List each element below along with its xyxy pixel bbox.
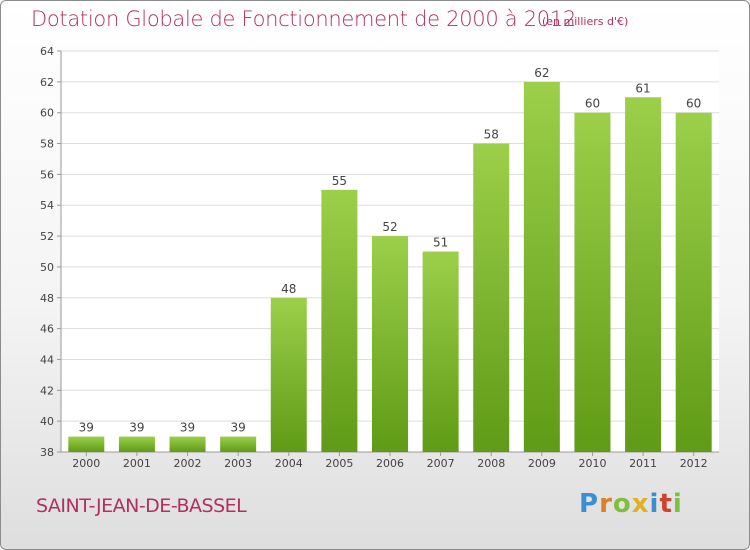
value-label: 39 [180, 421, 195, 435]
x-tick-label: 2004 [275, 457, 303, 470]
value-label: 39 [231, 421, 246, 435]
bar [675, 112, 712, 452]
y-tick-label: 46 [40, 323, 54, 336]
bar [321, 189, 358, 453]
y-tick-label: 38 [40, 446, 54, 459]
y-tick-label: 64 [40, 45, 54, 58]
value-label: 39 [129, 421, 144, 435]
value-label: 55 [332, 174, 347, 188]
y-tick-label: 56 [40, 168, 54, 181]
x-tick-label: 2009 [528, 457, 556, 470]
x-tick-label: 2012 [680, 457, 708, 470]
value-label: 39 [79, 421, 94, 435]
value-label: 60 [585, 97, 600, 111]
value-label: 58 [484, 128, 499, 142]
bar [118, 436, 155, 452]
y-tick-label: 40 [40, 415, 54, 428]
bar [372, 236, 408, 452]
x-tick-label: 2006 [376, 457, 404, 470]
y-tick-label: 54 [40, 199, 54, 212]
bar [574, 112, 611, 452]
bar [220, 436, 257, 452]
y-tick-label: 58 [40, 138, 54, 151]
value-label: 61 [635, 81, 650, 95]
bar [473, 143, 510, 453]
proxiti-logo[interactable]: Proxiti [579, 489, 683, 519]
y-tick-label: 52 [40, 230, 54, 243]
y-tick-label: 44 [40, 353, 54, 366]
y-tick-label: 50 [40, 261, 54, 274]
x-tick-label: 2011 [629, 457, 657, 470]
chart-title: Dotation Globale de Fonctionnement de 20… [31, 7, 576, 31]
x-tick-label: 2003 [224, 457, 252, 470]
bar [523, 81, 560, 452]
value-label: 51 [433, 236, 448, 250]
x-tick-label: 2001 [123, 457, 151, 470]
x-tick-label: 2002 [174, 457, 202, 470]
y-tick-label: 48 [40, 292, 54, 305]
y-tick-label: 62 [40, 76, 54, 89]
commune-name: SAINT-JEAN-DE-BASSEL [36, 495, 247, 517]
bar [169, 436, 206, 452]
y-tick-label: 60 [40, 107, 54, 120]
x-tick-label: 2000 [72, 457, 100, 470]
bar [422, 251, 459, 452]
bar [270, 297, 307, 452]
bar [68, 436, 105, 452]
x-tick-label: 2010 [578, 457, 606, 470]
value-label: 48 [281, 282, 296, 296]
y-tick-label: 42 [40, 384, 54, 397]
value-label: 62 [534, 66, 549, 80]
x-tick-label: 2008 [477, 457, 505, 470]
bar [625, 97, 662, 453]
chart-subtitle: (en milliers d'€) [542, 15, 629, 28]
value-label: 52 [382, 220, 397, 234]
x-tick-label: 2005 [325, 457, 353, 470]
x-tick-label: 2007 [427, 457, 455, 470]
value-label: 60 [686, 97, 701, 111]
